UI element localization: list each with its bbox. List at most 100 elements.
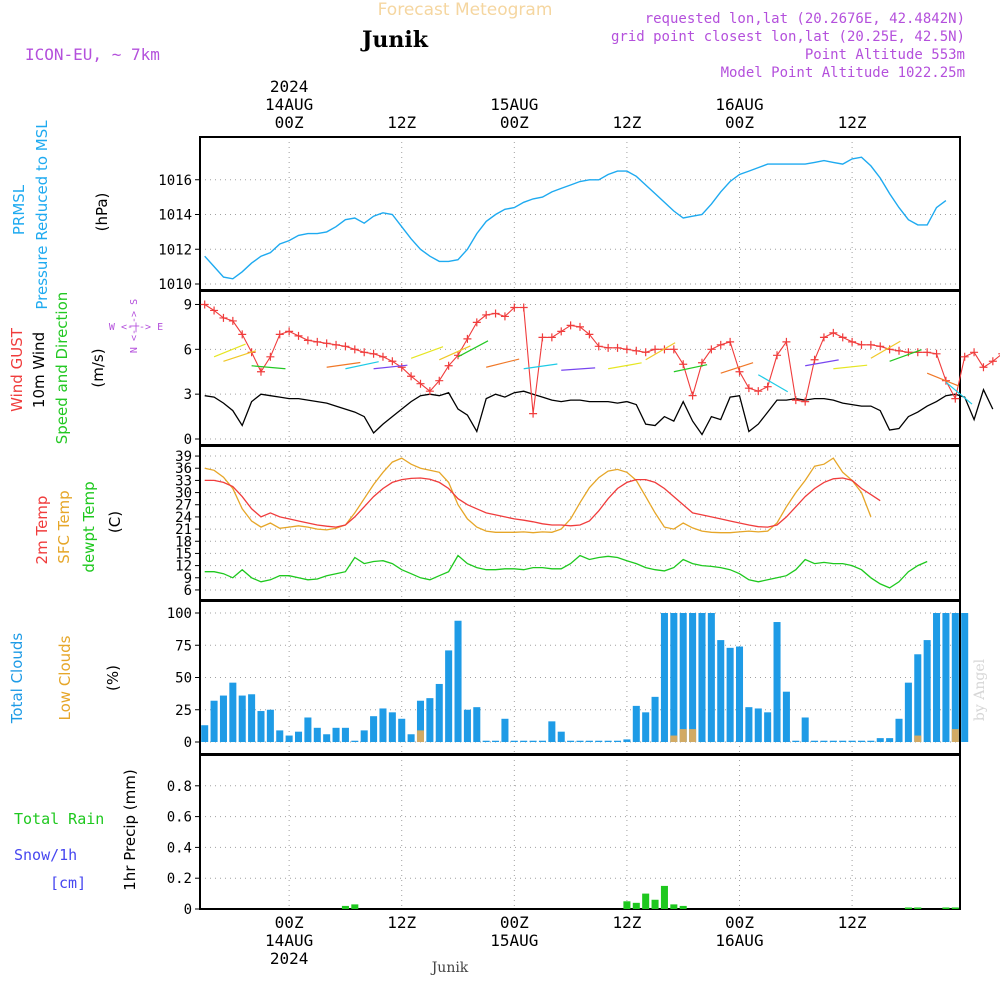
gust-marker bbox=[838, 333, 847, 342]
gust-marker bbox=[594, 342, 603, 351]
total-clouds-bar bbox=[951, 613, 959, 742]
wind-direction-arrow bbox=[926, 372, 959, 387]
total-clouds-bar bbox=[614, 740, 622, 742]
total-clouds-bar bbox=[510, 740, 518, 742]
gust-marker bbox=[604, 343, 613, 352]
gust-marker bbox=[895, 346, 904, 355]
pressure-unit: (hPa) bbox=[93, 193, 111, 232]
gust-marker bbox=[407, 372, 416, 381]
total-clouds-bar bbox=[370, 716, 378, 742]
total-clouds-bar bbox=[642, 712, 650, 742]
time-tick-label: 00Z bbox=[725, 913, 754, 932]
wind-direction-arrow bbox=[805, 359, 839, 367]
wind-direction-arrow bbox=[889, 349, 922, 362]
y-tick-label: 27 bbox=[175, 498, 192, 514]
total-clouds-bar bbox=[651, 696, 659, 742]
total-clouds-bar bbox=[229, 682, 237, 742]
total-clouds-label: Total Clouds bbox=[8, 633, 26, 725]
requested-coords: requested lon,lat (20.2676E, 42.4842N) bbox=[645, 11, 965, 27]
time-tick-label: 16AUG bbox=[715, 931, 763, 950]
total-clouds-bar bbox=[820, 740, 828, 742]
gust-marker bbox=[266, 352, 275, 361]
wind-direction-arrow bbox=[673, 364, 708, 373]
total-clouds-bar bbox=[529, 740, 537, 742]
panel-frame bbox=[199, 136, 961, 291]
product-title: Forecast Meteogram bbox=[378, 0, 553, 20]
gust-marker bbox=[313, 337, 322, 346]
y-tick-label: 0.4 bbox=[167, 840, 192, 856]
rain-bar bbox=[660, 885, 668, 909]
total-clouds-bar bbox=[942, 613, 950, 742]
snow-legend: Snow/1h bbox=[14, 846, 77, 864]
gust-marker bbox=[444, 361, 453, 370]
total-clouds-bar bbox=[773, 622, 781, 742]
time-tick-label: 15AUG bbox=[490, 95, 538, 114]
total-clouds-bar bbox=[276, 730, 284, 742]
total-clouds-bar bbox=[904, 682, 912, 742]
gust-marker bbox=[857, 340, 866, 349]
rain-bar bbox=[341, 905, 349, 909]
gust-marker bbox=[529, 409, 538, 418]
gust-marker bbox=[285, 327, 294, 336]
total-clouds-bar bbox=[595, 740, 603, 742]
gust-marker bbox=[744, 384, 753, 393]
model-altitude: Model Point Altitude 1022.25m bbox=[721, 65, 965, 81]
low-clouds-bar bbox=[914, 735, 922, 742]
y-tick-label: 0 bbox=[184, 432, 192, 448]
rain-bar bbox=[951, 907, 959, 909]
rain-legend: Total Rain bbox=[14, 810, 104, 828]
time-tick-label: 15AUG bbox=[490, 931, 538, 950]
low-clouds-bar bbox=[416, 730, 425, 742]
y-tick-label: 0.6 bbox=[167, 810, 192, 826]
gust-marker bbox=[294, 331, 303, 340]
total-clouds-bar bbox=[210, 700, 218, 742]
y-tick-label: 25 bbox=[175, 703, 192, 719]
gust-marker bbox=[707, 345, 716, 354]
wind-dir-label: Speed and Direction bbox=[53, 292, 71, 445]
total-clouds-bar bbox=[520, 740, 528, 742]
total-clouds-bar bbox=[886, 738, 894, 742]
gust-marker bbox=[238, 330, 247, 339]
dewpoint-line bbox=[204, 554, 928, 589]
gust-marker bbox=[622, 345, 631, 354]
time-tick-label: 14AUG bbox=[265, 931, 313, 950]
y-tick-label: 36 bbox=[175, 461, 192, 477]
gust-marker bbox=[510, 303, 519, 312]
gust-marker bbox=[763, 382, 772, 391]
clouds-unit: (%) bbox=[104, 665, 122, 691]
total-clouds-bar bbox=[707, 613, 715, 742]
total-clouds-bar bbox=[876, 738, 884, 742]
gust-marker bbox=[613, 343, 622, 352]
gust-marker bbox=[970, 348, 979, 357]
wind-direction-arrow bbox=[223, 350, 256, 362]
total-clouds-bar bbox=[895, 718, 903, 742]
gust-marker bbox=[416, 379, 425, 388]
time-tick-label: 14AUG bbox=[265, 95, 313, 114]
pressure-label-2: Pressure Reduced to MSL bbox=[33, 120, 51, 310]
gust-marker bbox=[979, 363, 988, 372]
total-clouds-bar bbox=[332, 727, 340, 742]
total-clouds-bar bbox=[839, 740, 847, 742]
gust-marker bbox=[425, 387, 434, 396]
wind-direction-arrow bbox=[870, 340, 901, 359]
total-clouds-bar bbox=[557, 731, 565, 742]
gust-marker bbox=[866, 340, 875, 349]
wind-label: 10m Wind bbox=[30, 332, 48, 408]
low-clouds-bar bbox=[670, 735, 678, 742]
total-clouds-bar bbox=[201, 725, 209, 742]
time-tick-label: 2024 bbox=[270, 949, 309, 968]
wind-direction-arrow bbox=[757, 374, 789, 393]
y-tick-label: 0.8 bbox=[167, 779, 192, 795]
panel-frame bbox=[199, 754, 961, 910]
total-clouds-bar bbox=[867, 740, 875, 742]
total-clouds-bar bbox=[341, 727, 349, 742]
gust-marker bbox=[557, 327, 566, 336]
precip-panel: 0 0.2 0.4 0.6 0.8 bbox=[167, 754, 961, 918]
wind-direction-arrow bbox=[373, 364, 408, 370]
rain-bar bbox=[914, 907, 922, 909]
total-clouds-bar bbox=[285, 735, 293, 742]
total-clouds-bar bbox=[482, 740, 490, 742]
rain-bar bbox=[351, 904, 359, 909]
gust-marker bbox=[688, 391, 697, 400]
total-clouds-bar bbox=[829, 740, 837, 742]
